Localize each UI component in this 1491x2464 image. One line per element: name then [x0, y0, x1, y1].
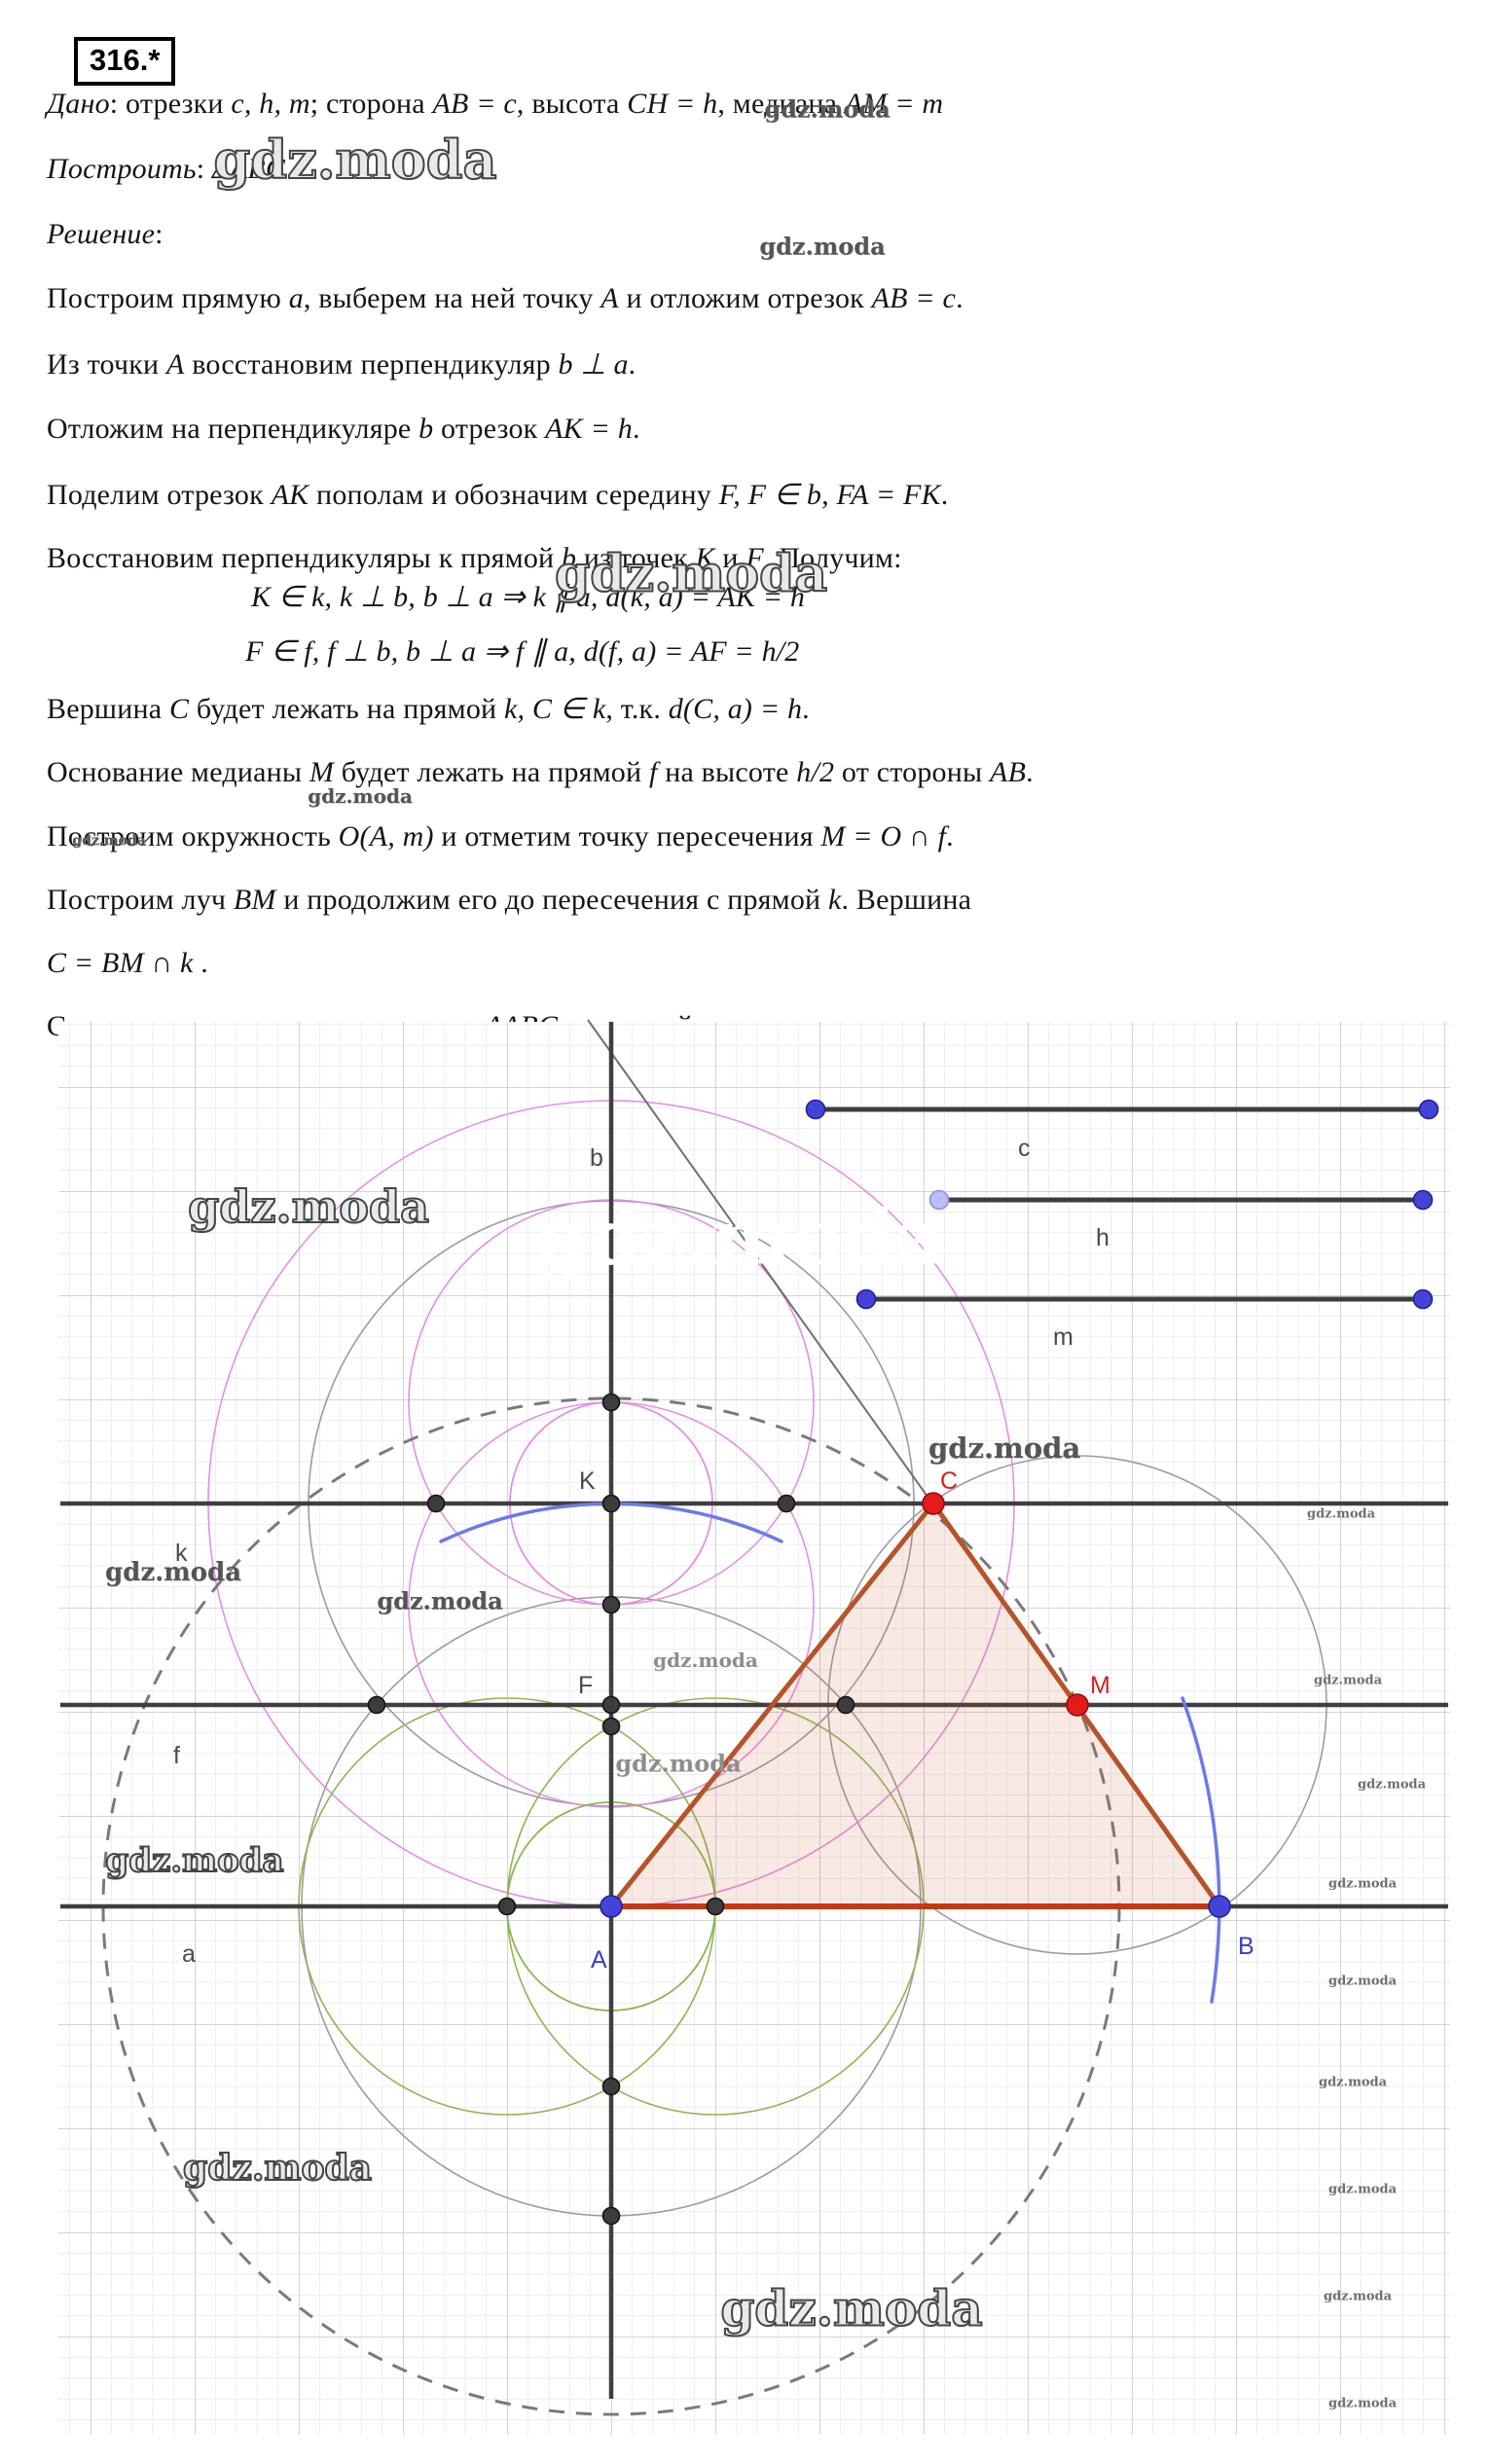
- solution-line-3: Решение:: [47, 218, 164, 250]
- solution-line-12: Основание медианы M будет лежать на прям…: [47, 756, 1034, 788]
- point-F: [601, 1695, 621, 1715]
- construction-point: [426, 1494, 446, 1513]
- label-point-A: A: [591, 1946, 607, 1974]
- construction-point: [777, 1494, 796, 1513]
- solution-line-15: C = BM ∩ k .: [47, 947, 208, 979]
- point-K: [601, 1494, 621, 1513]
- label-point-M: M: [1090, 1672, 1110, 1699]
- construction-point: [367, 1695, 386, 1715]
- construction-point: [497, 1897, 517, 1916]
- construction-point: [601, 2206, 621, 2226]
- segment-h-endpoint: [928, 1189, 950, 1211]
- construction-point: [601, 1393, 621, 1412]
- point-A: [600, 1895, 623, 1918]
- segment-m-endpoint: [1412, 1288, 1434, 1310]
- label-point-C: C: [940, 1468, 958, 1495]
- solution-line-14: Построим луч BM и продолжим его до перес…: [47, 884, 972, 916]
- construction-point: [601, 1595, 621, 1614]
- label-point-K: K: [579, 1468, 596, 1495]
- label-segment-c: c: [1018, 1135, 1031, 1162]
- solution-line-13: Построим окружность O(A, m) и отметим то…: [47, 820, 954, 852]
- label-point-F: F: [578, 1672, 593, 1699]
- point-B: [1208, 1895, 1231, 1918]
- label-line-f: f: [173, 1742, 180, 1769]
- segment-m-endpoint: [855, 1288, 877, 1310]
- blue-arc-radius-AB: [1181, 1696, 1221, 2004]
- label-line-k: k: [175, 1540, 188, 1567]
- solution-line-6: Отложим на перпендикуляре b отрезок AK =…: [47, 413, 640, 445]
- solution-line-1: Дано: отрезки c, h, m; сторона AB = c, в…: [47, 88, 944, 120]
- solution-line-8: Восстановим перпендикуляры к прямой b из…: [47, 542, 902, 574]
- segment-c-endpoint: [805, 1099, 826, 1120]
- solution-line-11: Вершина C будет лежать на прямой k, C ∈ …: [47, 693, 810, 725]
- point-C: [922, 1492, 945, 1515]
- solution-line-10: F ∈ f, f ⊥ b, b ⊥ a ⇒ f ∥ a, d(f, a) = A…: [245, 635, 800, 668]
- construction-point: [836, 1695, 855, 1715]
- segment-c-endpoint: [1418, 1099, 1439, 1120]
- problem-number-badge: 316.*: [74, 37, 176, 86]
- construction-point: [706, 1897, 725, 1916]
- label-line-b: b: [590, 1144, 603, 1172]
- label-line-a: a: [182, 1940, 196, 1968]
- segment-h-endpoint: [1412, 1189, 1434, 1211]
- solution-line-7: Поделим отрезок AK пополам и обозначим с…: [47, 479, 949, 511]
- construction-point: [601, 2077, 621, 2096]
- construction-point: [601, 1717, 621, 1736]
- solution-line-5: Из точки A восстановим перпендикуляр b ⊥…: [47, 348, 636, 380]
- solution-line-9: K ∈ k, k ⊥ b, b ⊥ a ⇒ k ∥ a, d(k, a) = A…: [251, 581, 806, 613]
- solution-line-4: Построим прямую a, выберем на ней точку …: [47, 282, 964, 314]
- label-segment-m: m: [1053, 1323, 1073, 1351]
- solution-line-2: Построить: ΔABC: [47, 153, 286, 185]
- point-M: [1066, 1693, 1089, 1717]
- triangle-ABC-fill: [611, 1504, 1219, 1906]
- triangle-side-CA: [608, 1501, 936, 1909]
- label-segment-h: h: [1096, 1224, 1109, 1251]
- label-point-B: B: [1238, 1933, 1255, 1960]
